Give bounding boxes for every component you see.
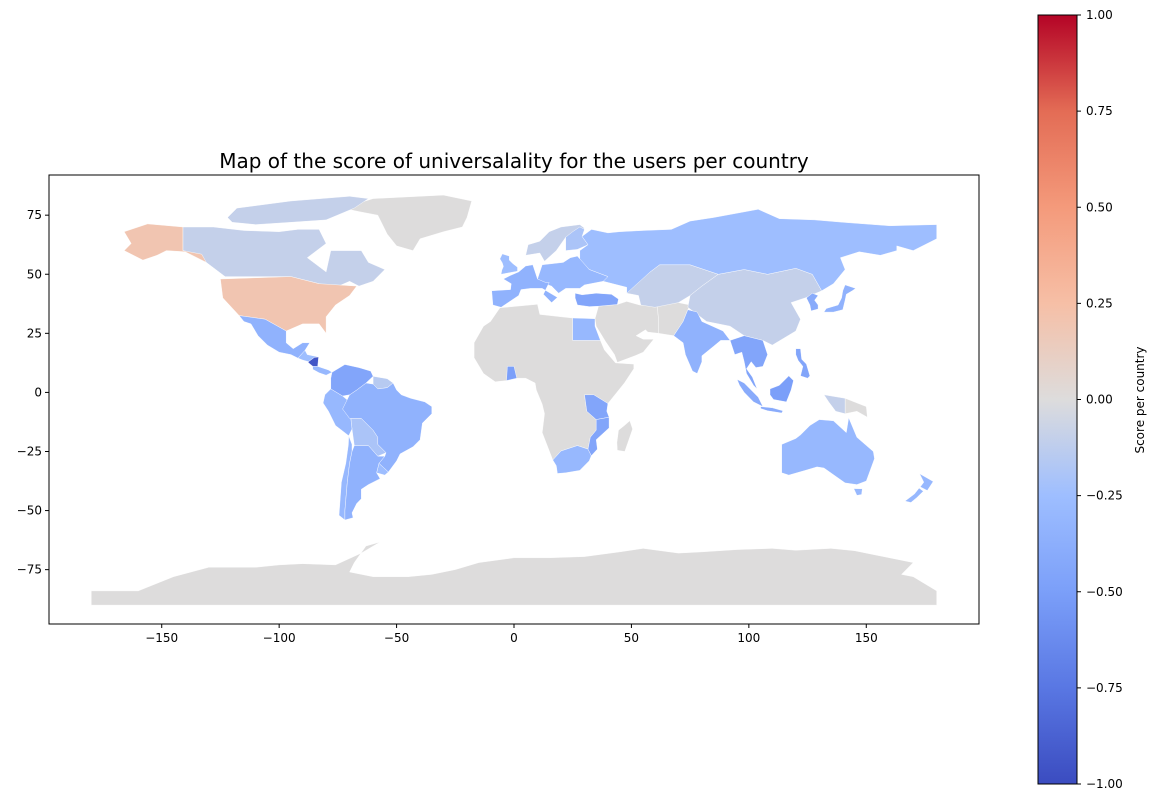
colorbar-tick-label: −0.25: [1086, 489, 1123, 503]
colorbar: 1.00 0.75 0.50 0.25 0.00 −0.25 −0.50 −0.75 −1.00…: [1037, 8, 1147, 791]
y-tick-label: −50: [17, 504, 42, 518]
x-tick-label: 100: [737, 631, 760, 645]
colorbar-gradient: [1038, 15, 1077, 784]
x-tick-label: 50: [624, 631, 639, 645]
x-tick-label: −150: [145, 631, 178, 645]
colorbar-tick-label: −1.00: [1086, 777, 1123, 791]
region-nicaragua: [308, 356, 319, 367]
x-tick-label: −50: [384, 631, 409, 645]
region-new-zealand-south: [904, 487, 924, 503]
region-canadian-arctic-islands: [227, 196, 369, 225]
chart-title: Map of the score of universalality for t…: [219, 149, 809, 173]
region-brazil: [342, 382, 432, 473]
region-japan: [819, 284, 856, 320]
colorbar-tick-label: 1.00: [1086, 8, 1113, 22]
region-panama-costa-rica: [312, 366, 333, 376]
region-colombia-venezuela: [330, 364, 374, 397]
region-turkey: [574, 293, 619, 307]
x-tick-label: 150: [855, 631, 878, 645]
region-tasmania: [853, 488, 863, 496]
y-tick-label: 25: [27, 326, 42, 340]
region-southeast-asia: [729, 335, 768, 390]
x-tick-label: −100: [263, 631, 296, 645]
region-new-guinea-west: [823, 394, 846, 414]
colorbar-tick-label: 0.00: [1086, 393, 1113, 407]
region-philippines: [795, 348, 811, 379]
region-java: [760, 406, 784, 414]
region-mozambique: [587, 417, 610, 456]
region-korea: [806, 293, 819, 312]
x-axis-ticks: −150 −100 −50 0 50 100 150: [145, 624, 878, 645]
region-south-africa: [552, 445, 592, 474]
region-argentina: [344, 445, 385, 521]
colorbar-label: Score per country: [1133, 346, 1147, 453]
region-antarctica: [91, 541, 937, 606]
plot-area: [48, 174, 980, 625]
x-tick-label: 0: [510, 631, 518, 645]
region-greenland: [342, 194, 472, 251]
region-arabia-iran: [594, 301, 659, 363]
region-ghana: [506, 366, 517, 381]
region-finland: [565, 226, 589, 251]
region-india: [673, 309, 731, 374]
region-mexico: [239, 315, 310, 359]
y-axis-ticks: 75 50 25 0 −25 −50 −75: [17, 208, 49, 577]
colorbar-ticks: 1.00 0.75 0.50 0.25 0.00 −0.25 −0.50 −0.75 −1.00: [1077, 8, 1123, 791]
region-australia: [781, 417, 875, 485]
region-borneo: [769, 375, 794, 403]
colorbar-tick-label: 0.75: [1086, 104, 1113, 118]
y-tick-label: −75: [17, 563, 42, 577]
y-tick-label: 75: [27, 208, 42, 222]
region-western-europe: [491, 264, 558, 308]
colorbar-tick-label: 0.25: [1086, 296, 1113, 310]
region-new-zealand: [919, 473, 934, 491]
region-egypt: [572, 317, 601, 341]
region-madagascar: [616, 420, 633, 452]
country-regions: [91, 194, 937, 606]
y-tick-label: 0: [34, 385, 42, 399]
colorbar-tick-label: −0.75: [1086, 681, 1123, 695]
region-sumatra: [736, 379, 764, 407]
region-alaska: [124, 223, 207, 263]
colorbar-tick-label: 0.50: [1086, 200, 1113, 214]
y-tick-label: −25: [17, 444, 42, 458]
y-tick-label: 50: [27, 267, 42, 281]
region-tanzania: [584, 394, 610, 420]
region-russia: [579, 209, 937, 294]
colorbar-tick-label: −0.50: [1086, 585, 1123, 599]
region-united-kingdom: [499, 253, 518, 275]
